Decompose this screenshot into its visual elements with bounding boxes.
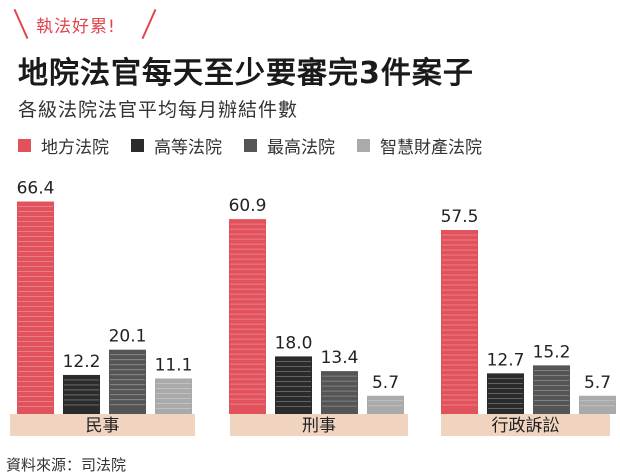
chart-title: 地院法官每天至少要審完3件案子 <box>18 56 474 91</box>
category-base-0 <box>10 414 195 436</box>
data-label-1-1: 18.0 <box>275 333 313 353</box>
data-label-0-2: 57.5 <box>441 207 479 227</box>
source-note: 資料來源：司法院 <box>6 456 127 474</box>
legend-swatch-supreme <box>244 139 257 152</box>
tag-text: 執法好累! <box>36 17 116 37</box>
category-label-1: 刑事 <box>302 416 336 436</box>
data-label-3-2: 5.7 <box>584 373 611 393</box>
data-label-0-0: 66.4 <box>17 179 55 199</box>
legend-label-district: 地方法院 <box>41 138 109 158</box>
data-label-0-1: 60.9 <box>229 196 267 216</box>
category-base-2 <box>441 414 610 436</box>
legend-item-district: 地方法院 <box>18 133 109 158</box>
bar-1-0 <box>63 374 100 414</box>
bar-2-1 <box>321 371 358 414</box>
bar-1-1 <box>275 356 312 414</box>
legend-swatch-high <box>131 139 144 152</box>
legend-item-high: 高等法院 <box>131 133 222 158</box>
bar-3-0 <box>155 378 192 414</box>
bar-1-2 <box>487 373 524 414</box>
legend-label-supreme: 最高法院 <box>267 138 335 158</box>
bar-0-2 <box>441 230 478 414</box>
bar-0-0 <box>17 201 54 414</box>
legend: 地方法院 高等法院 最高法院 智慧財產法院 <box>18 133 482 158</box>
bar-0-1 <box>229 219 266 414</box>
data-label-1-2: 12.7 <box>487 350 525 370</box>
bar-3-2 <box>579 395 616 414</box>
bar-2-2 <box>533 365 570 414</box>
legend-item-supreme: 最高法院 <box>244 133 335 158</box>
data-label-1-0: 12.2 <box>63 352 101 372</box>
legend-swatch-ip <box>357 139 370 152</box>
data-label-3-0: 11.1 <box>155 355 193 375</box>
bar-3-1 <box>367 395 404 414</box>
bar-2-0 <box>109 349 146 414</box>
category-label-2: 行政訴訟 <box>492 416 560 436</box>
data-label-2-1: 13.4 <box>321 348 359 368</box>
headline-tag: 執法好累! <box>13 8 157 40</box>
legend-label-high: 高等法院 <box>154 138 222 158</box>
legend-item-ip: 智慧財產法院 <box>357 133 482 158</box>
data-label-2-0: 20.1 <box>109 327 147 347</box>
data-label-2-2: 15.2 <box>533 342 571 362</box>
category-label-0: 民事 <box>86 416 120 436</box>
legend-swatch-district <box>18 139 31 152</box>
category-base-1 <box>230 414 408 436</box>
chart-subtitle: 各級法院法官平均每月辦結件數 <box>18 99 299 121</box>
legend-label-ip: 智慧財產法院 <box>380 138 482 158</box>
data-label-3-1: 5.7 <box>372 373 399 393</box>
